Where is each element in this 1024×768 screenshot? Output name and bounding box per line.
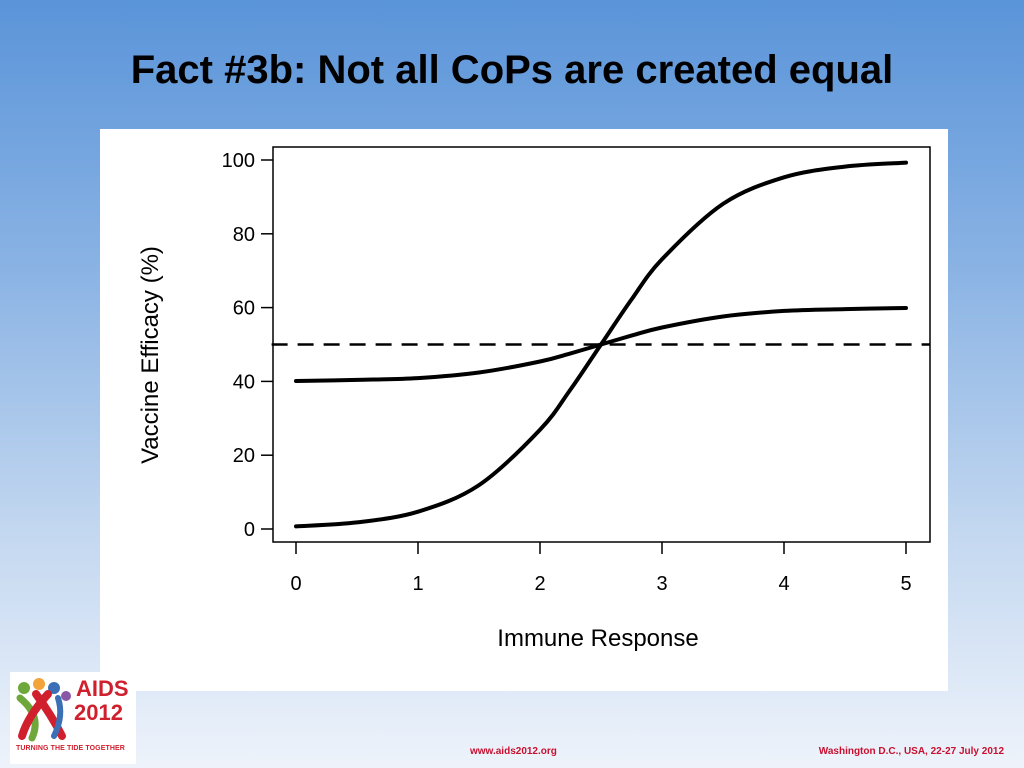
x-tick-label: 2 <box>534 573 545 595</box>
logo-year: 2012 <box>74 700 123 725</box>
slide-title: Fact #3b: Not all CoPs are created equal <box>130 48 894 92</box>
series-line-shallow <box>294 306 908 383</box>
y-tick-label: 40 <box>233 371 255 393</box>
series-layer <box>271 160 931 529</box>
efficacy-chart: 0 20 40 60 80 100 0 1 2 3 4 5 Immune Response Vacc… <box>137 146 931 652</box>
x-tick-label: 1 <box>412 573 423 595</box>
y-tick-label: 60 <box>233 298 255 320</box>
y-axis: 0 20 40 60 80 100 <box>222 150 273 541</box>
x-axis-label: Immune Response <box>497 625 698 652</box>
y-tick-label: 100 <box>222 150 255 172</box>
logo-tagline: TURNING THE TIDE TOGETHER <box>16 745 125 752</box>
x-axis: 0 1 2 3 4 5 <box>290 542 912 595</box>
y-tick-label: 80 <box>233 224 255 246</box>
chart-panel: 0 20 40 60 80 100 0 1 2 3 4 5 Immune Response Vacc… <box>100 129 948 691</box>
x-tick-label: 3 <box>656 573 667 595</box>
aids2012-logo: AIDS 2012 TURNING THE TIDE TOGETHER <box>10 672 136 764</box>
footer-place-date: Washington D.C., USA, 22-27 July 2012 <box>818 746 1004 757</box>
y-tick-label: 20 <box>233 445 255 467</box>
logo-word: AIDS <box>76 676 129 701</box>
x-tick-label: 5 <box>900 573 911 595</box>
ribbon-people-icon <box>16 678 71 742</box>
x-tick-label: 4 <box>778 573 789 595</box>
footer-url-link[interactable]: www.aids2012.org <box>470 746 557 757</box>
x-tick-label: 0 <box>290 573 301 595</box>
y-tick-label: 0 <box>244 519 255 541</box>
y-axis-label: Vaccine Efficacy (%) <box>137 246 164 464</box>
